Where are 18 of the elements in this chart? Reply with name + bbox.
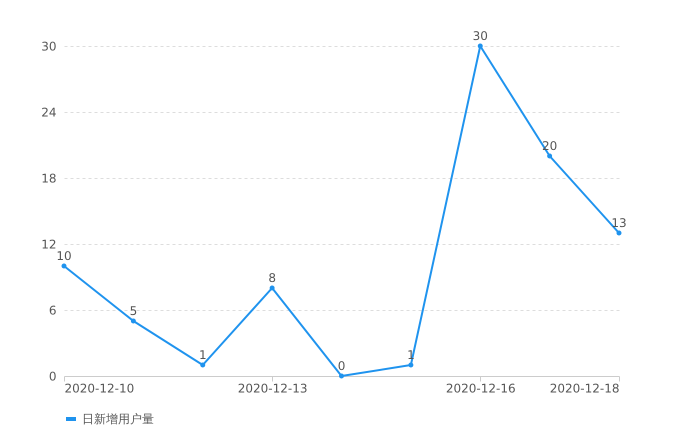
data-label: 13 (611, 216, 627, 230)
data-label: 5 (130, 304, 138, 318)
legend-label: 日新增用户量 (82, 412, 154, 426)
data-label: 10 (56, 249, 72, 263)
data-label: 0 (338, 359, 346, 373)
y-tick-label: 12 (41, 238, 56, 252)
x-tick-label: 2020-12-16 (446, 382, 516, 396)
y-tick-label: 0 (48, 370, 56, 384)
y-tick-label: 30 (41, 40, 56, 54)
x-tick-label: 2020-12-13 (238, 382, 308, 396)
x-tick-label: 2020-12-18 (550, 382, 620, 396)
data-label: 1 (198, 348, 207, 362)
y-tick-label: 18 (41, 172, 56, 186)
x-tick-label: 2020-12-10 (64, 382, 134, 396)
data-label: 30 (472, 29, 488, 43)
data-label: 8 (268, 271, 276, 285)
y-tick-label: 24 (41, 106, 56, 120)
y-tick-label: 6 (48, 304, 56, 318)
